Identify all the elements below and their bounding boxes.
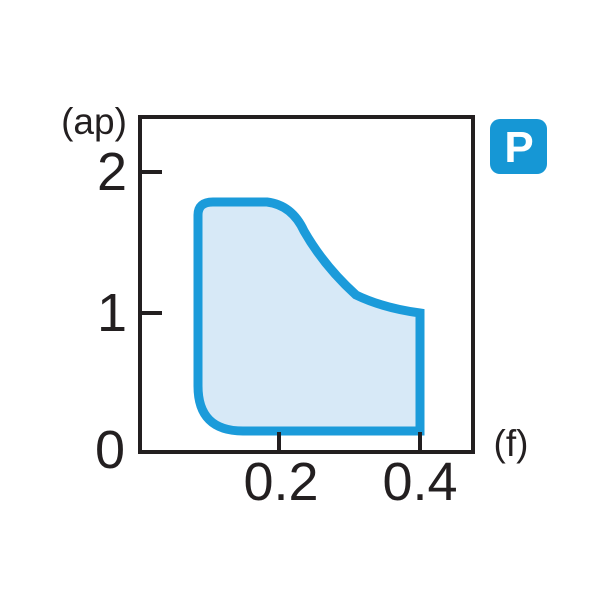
material-badge-background [490,119,547,174]
material-badge-p: P [490,119,547,174]
y-tick-label-0: 0 [95,420,125,480]
x-tick-label-0.2: 0.2 [243,452,318,512]
application-range-region [193,197,425,436]
y-tick-label-2: 2 [97,142,127,202]
material-badge-letter: P [504,123,533,172]
x-axis-label: (f) [494,423,529,464]
y-axis-label: (ap) [61,101,127,142]
y-tick-label-1: 1 [97,283,127,343]
plot-frame [138,115,475,454]
x-tick-label-0.4: 0.4 [382,452,457,512]
